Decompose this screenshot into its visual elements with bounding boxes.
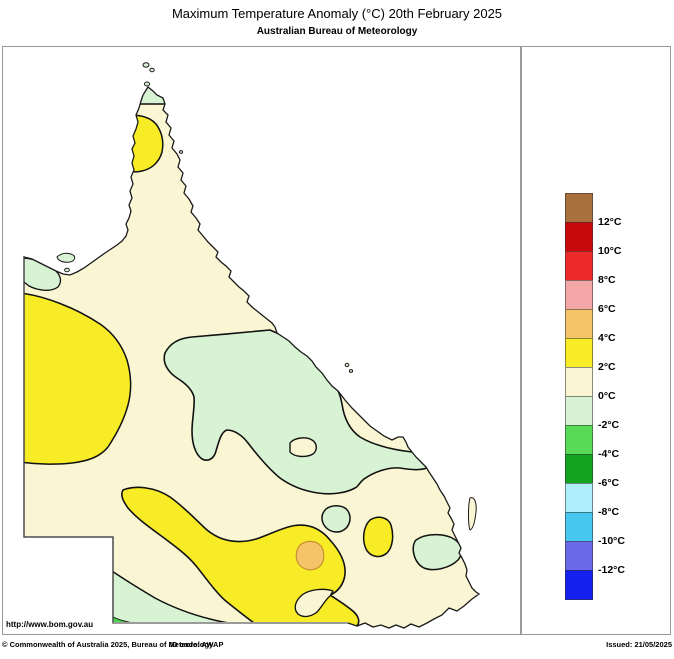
island-tip xyxy=(143,81,151,87)
island-mornington xyxy=(56,252,76,263)
island-whitsunday-1 xyxy=(344,362,350,368)
region-cream-hole xyxy=(289,437,317,458)
legend-label: 2°C xyxy=(598,361,616,373)
legend-label: -12°C xyxy=(598,564,625,576)
legend-label: -6°C xyxy=(598,477,620,489)
legend-label: 4°C xyxy=(598,332,616,344)
page-title: Maximum Temperature Anomaly (°C) 20th Fe… xyxy=(171,6,503,21)
legend-swatch xyxy=(565,425,593,455)
island-torres-2 xyxy=(149,67,155,73)
legend-swatch xyxy=(565,454,593,484)
copyright-text: © Commonwealth of Australia 2025, Bureau… xyxy=(2,640,214,649)
region-cream-hook xyxy=(294,588,334,618)
region-west-yellow xyxy=(24,292,132,465)
legend-swatch xyxy=(565,396,593,426)
legend-label: -10°C xyxy=(598,535,625,547)
island-whitsunday-2 xyxy=(348,369,354,373)
region-se-green-blob xyxy=(412,533,463,571)
region-small-green-blob xyxy=(321,505,351,533)
issued-date-text: Issued: 21/05/2025 xyxy=(606,640,672,649)
legend-swatch xyxy=(565,367,593,397)
legend-swatch xyxy=(565,280,593,310)
id-code-text: ID code: AWAP xyxy=(170,640,224,649)
legend-label: -8°C xyxy=(598,506,620,518)
region-cape-yellow xyxy=(121,114,164,173)
island-fraser xyxy=(468,497,477,531)
legend-swatch xyxy=(565,541,593,571)
bom-url-text: http://www.bom.gov.au xyxy=(6,620,94,629)
legend-label: 12°C xyxy=(598,216,622,228)
legend-swatch xyxy=(565,570,593,600)
legend-swatch xyxy=(565,222,593,252)
legend-swatch xyxy=(565,512,593,542)
legend-label: 6°C xyxy=(598,303,616,315)
region-orange-spot xyxy=(295,540,325,571)
legend-swatch xyxy=(565,193,593,223)
island-east-1 xyxy=(178,150,184,154)
legend-swatch xyxy=(565,251,593,281)
island-torres-1 xyxy=(142,62,150,68)
legend-swatch xyxy=(565,309,593,339)
legend-swatch xyxy=(565,483,593,513)
state-border-west xyxy=(23,257,114,623)
legend-label: -2°C xyxy=(598,419,620,431)
legend-label: 10°C xyxy=(598,245,622,257)
islands-group xyxy=(56,62,477,531)
legend-frame xyxy=(521,46,671,635)
legend-label: 0°C xyxy=(598,390,616,402)
legend-swatch xyxy=(565,338,593,368)
legend-label: -4°C xyxy=(598,448,620,460)
region-small-yellow-blob xyxy=(362,516,394,558)
island-wellesley xyxy=(64,267,70,273)
region-central-green xyxy=(163,329,431,495)
legend-label: 8°C xyxy=(598,274,616,286)
page-subtitle: Australian Bureau of Meteorology xyxy=(256,26,418,37)
